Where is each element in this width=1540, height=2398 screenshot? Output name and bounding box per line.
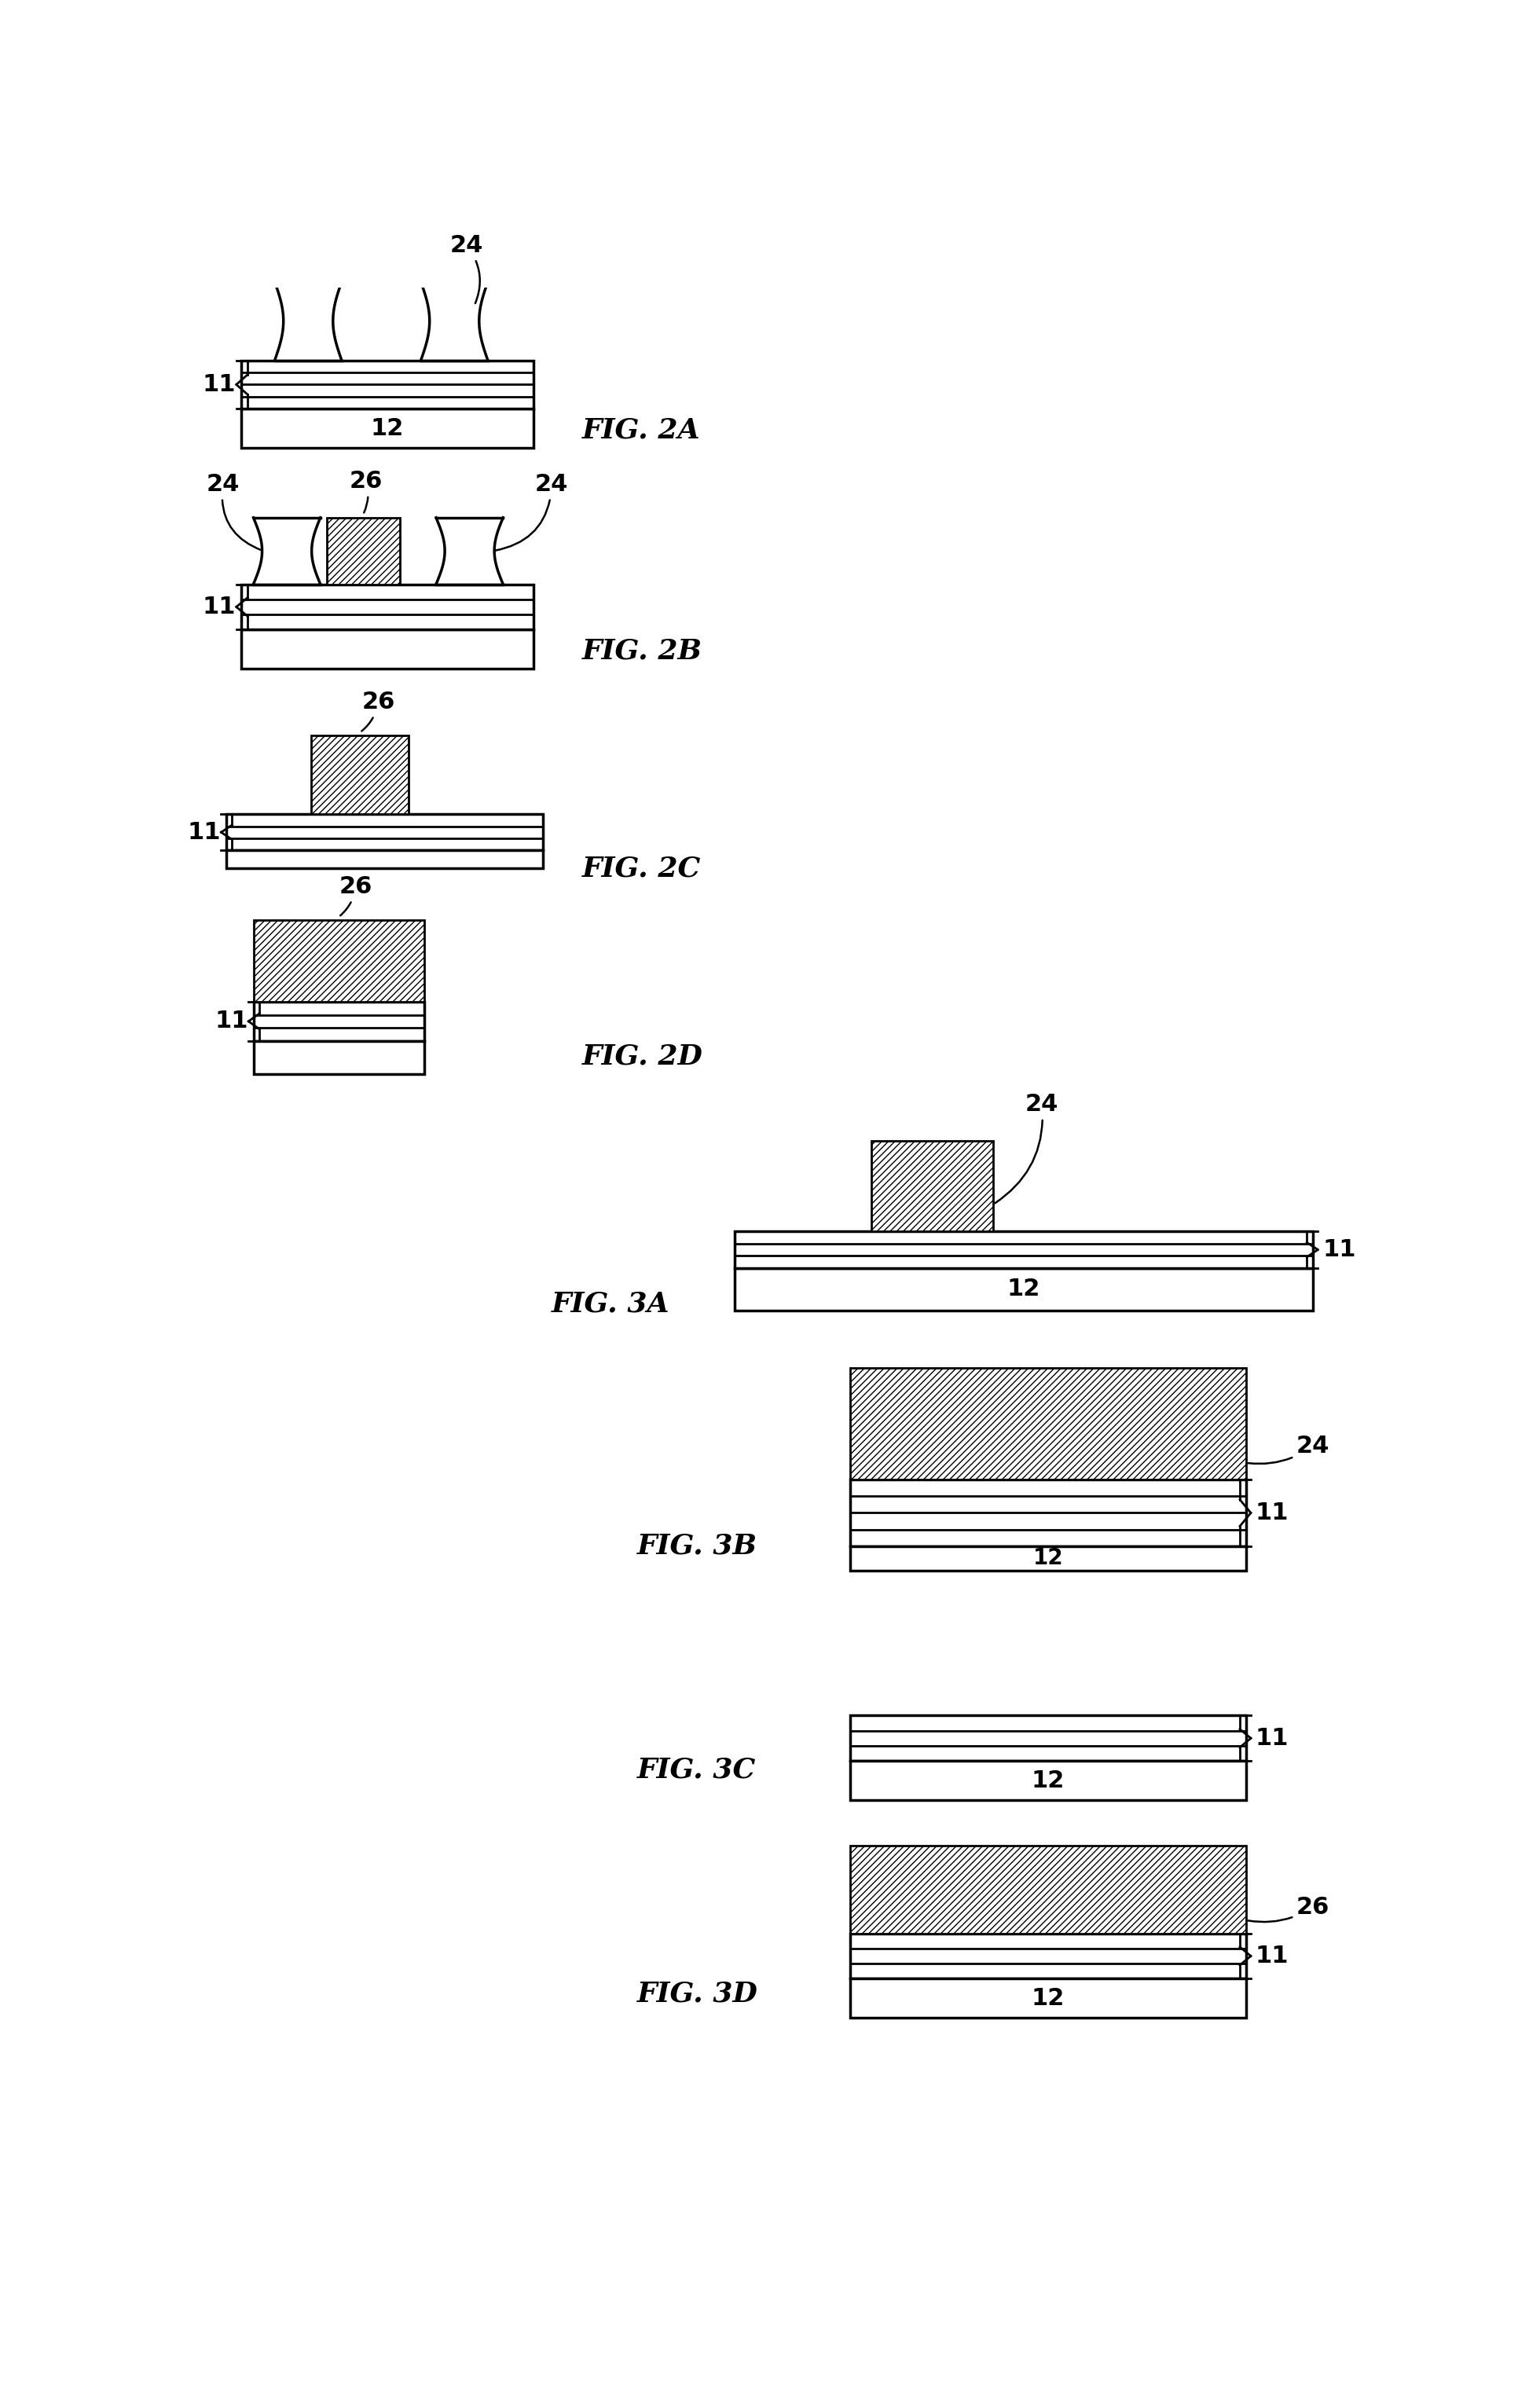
Bar bbox=[242, 585, 533, 631]
Text: 11: 11 bbox=[1255, 1501, 1289, 1525]
Bar bbox=[850, 1933, 1246, 1978]
Text: 24: 24 bbox=[496, 472, 568, 552]
Bar bbox=[254, 1002, 424, 1041]
Text: 11: 11 bbox=[203, 595, 236, 619]
Bar bbox=[311, 736, 408, 813]
Text: 24: 24 bbox=[995, 1093, 1058, 1204]
Text: FIG. 3A: FIG. 3A bbox=[551, 1290, 670, 1317]
Text: 12: 12 bbox=[1033, 1547, 1063, 1568]
Bar bbox=[850, 1367, 1246, 1480]
Text: 11: 11 bbox=[1255, 1727, 1289, 1751]
Text: 26: 26 bbox=[362, 691, 394, 731]
Text: FIG. 2B: FIG. 2B bbox=[582, 638, 702, 664]
Bar bbox=[326, 518, 399, 585]
Text: 12: 12 bbox=[371, 417, 403, 439]
Bar bbox=[850, 1480, 1246, 1547]
Text: 12: 12 bbox=[1007, 1278, 1041, 1300]
Bar bbox=[254, 921, 424, 1002]
Text: 11: 11 bbox=[203, 374, 236, 396]
Text: 11: 11 bbox=[214, 1010, 248, 1034]
Bar bbox=[242, 631, 533, 669]
Text: FIG. 2D: FIG. 2D bbox=[582, 1043, 704, 1070]
Bar bbox=[735, 1233, 1314, 1269]
Text: 24: 24 bbox=[1247, 1434, 1329, 1463]
Text: 24: 24 bbox=[450, 235, 484, 302]
Bar bbox=[872, 1141, 993, 1233]
Text: 12: 12 bbox=[1032, 1988, 1064, 2010]
Bar bbox=[226, 813, 542, 851]
Bar bbox=[850, 1760, 1246, 1801]
Bar bbox=[850, 1846, 1246, 1933]
Bar bbox=[850, 1547, 1246, 1571]
Text: 11: 11 bbox=[1255, 1945, 1289, 1966]
Text: 26: 26 bbox=[1247, 1897, 1329, 1921]
Bar bbox=[226, 851, 542, 868]
Bar bbox=[242, 360, 533, 408]
Text: FIG. 3D: FIG. 3D bbox=[638, 1981, 758, 2007]
Text: 11: 11 bbox=[188, 820, 220, 844]
Text: 12: 12 bbox=[1032, 1770, 1064, 1791]
Text: 26: 26 bbox=[350, 470, 383, 513]
Text: 26: 26 bbox=[339, 875, 373, 916]
Bar bbox=[242, 408, 533, 448]
Bar bbox=[850, 1978, 1246, 2019]
Text: 11: 11 bbox=[1323, 1237, 1355, 1261]
Text: 24: 24 bbox=[206, 472, 262, 549]
Text: FIG. 3B: FIG. 3B bbox=[638, 1532, 758, 1559]
Text: FIG. 3C: FIG. 3C bbox=[638, 1758, 756, 1784]
Bar bbox=[735, 1269, 1314, 1309]
Text: FIG. 2C: FIG. 2C bbox=[582, 856, 701, 882]
Bar bbox=[254, 1041, 424, 1074]
Bar bbox=[850, 1715, 1246, 1760]
Text: FIG. 2A: FIG. 2A bbox=[582, 417, 701, 444]
